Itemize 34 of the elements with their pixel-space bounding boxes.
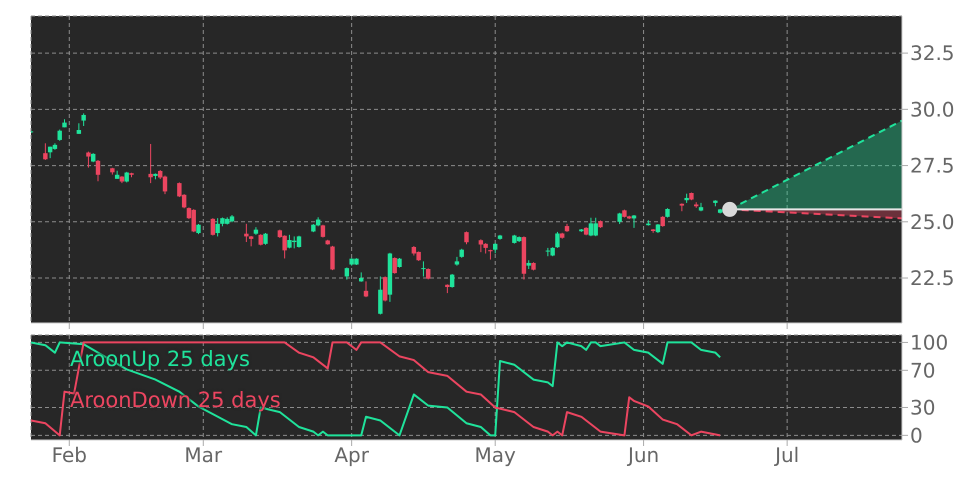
y-tick-label: 30 bbox=[910, 396, 936, 420]
candlestick bbox=[617, 212, 622, 225]
candlestick bbox=[684, 193, 689, 204]
candlestick bbox=[58, 129, 62, 142]
x-tick-label: Feb bbox=[52, 443, 87, 468]
candlestick bbox=[464, 230, 469, 245]
candlestick bbox=[660, 216, 665, 228]
x-tick-label: Jul bbox=[773, 443, 800, 468]
y-tick-label: 100 bbox=[910, 330, 948, 355]
x-tick-label: Jun bbox=[626, 443, 660, 468]
candlestick bbox=[196, 224, 201, 235]
series-label: AroonDown 25 days bbox=[70, 387, 281, 414]
x-tick-label: Apr bbox=[334, 443, 370, 468]
candlestick bbox=[555, 231, 560, 248]
candlestick bbox=[76, 122, 82, 134]
candlestick bbox=[148, 143, 153, 184]
candlestick bbox=[632, 214, 636, 228]
y-tick-label: 70 bbox=[910, 358, 936, 382]
candlestick bbox=[124, 171, 129, 183]
candlestick bbox=[96, 159, 100, 182]
y-tick-label: 0 bbox=[910, 423, 923, 448]
y-tick-label: 30.0 bbox=[910, 97, 955, 122]
x-tick-label: May bbox=[474, 443, 516, 468]
y-tick-label: 25.0 bbox=[910, 210, 955, 234]
candlestick bbox=[81, 112, 86, 126]
x-tick-label: Mar bbox=[184, 443, 223, 468]
candlestick bbox=[86, 151, 91, 168]
y-tick-label: 22.5 bbox=[910, 266, 955, 290]
candlestick bbox=[493, 242, 498, 254]
y-tick-label: 32.5 bbox=[910, 41, 955, 66]
candlestick bbox=[43, 142, 48, 160]
y-tick-label: 27.5 bbox=[910, 154, 955, 178]
candlestick bbox=[665, 208, 670, 218]
candlestick bbox=[488, 249, 493, 260]
